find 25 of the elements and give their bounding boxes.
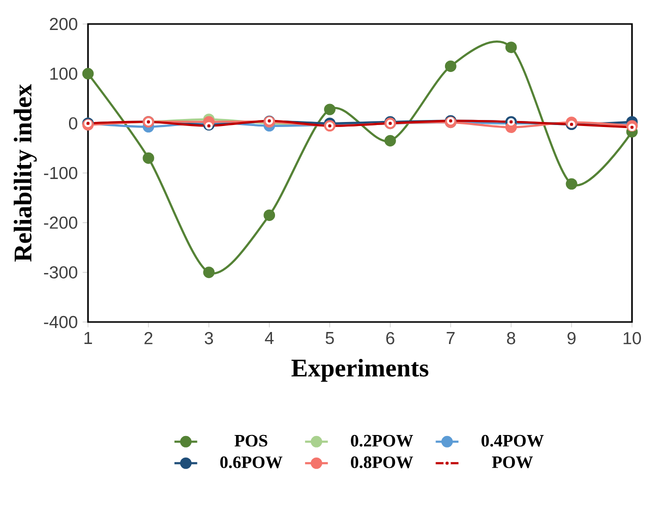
y-tick-label: -300 (44, 266, 78, 278)
y-axis-title: Reliability index (14, 84, 37, 262)
y-tick-label: 200 (50, 18, 78, 30)
y-tick-label: 100 (50, 68, 78, 80)
x-tick-label: 4 (264, 332, 274, 344)
x-tick-label: 6 (386, 332, 394, 344)
legend-label: 0.6POW (220, 456, 282, 468)
legend-label: POS (234, 434, 268, 447)
x-tick-label: 10 (624, 332, 641, 344)
x-tick-label: 5 (326, 332, 334, 344)
legend-label: 0.4POW (482, 434, 544, 447)
legend-label: 0.8POW (350, 456, 414, 468)
x-tick-label: 1 (84, 332, 92, 344)
legend-label: POW (492, 456, 533, 468)
x-tick-label: 8 (507, 332, 516, 344)
x-tick-label: 7 (446, 332, 455, 344)
x-tick-label: 3 (204, 332, 213, 344)
y-tick-label: -400 (44, 316, 78, 328)
legend-label: 0.2POW (350, 434, 414, 447)
y-tick-label: 0 (68, 117, 78, 130)
x-tick-label: 9 (568, 332, 576, 344)
x-tick-label: 2 (144, 332, 152, 344)
y-tick-label: -200 (44, 216, 78, 229)
y-tick-label: -100 (44, 166, 78, 180)
x-axis-title: Experiments (291, 358, 428, 382)
